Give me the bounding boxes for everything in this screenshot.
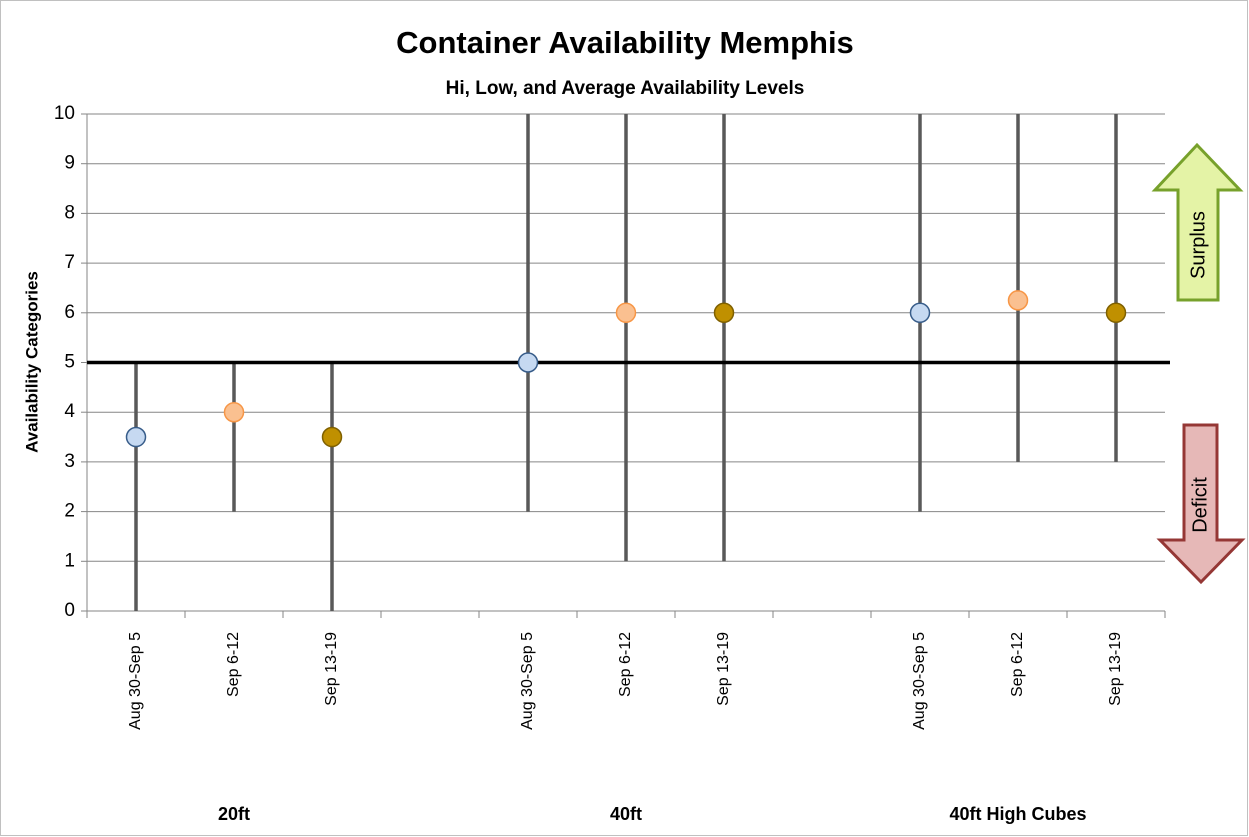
- x-tick-label: Aug 30-Sep 5: [127, 632, 144, 730]
- y-tick-label: 6: [64, 302, 75, 323]
- x-tick-label: Sep 13-19: [323, 632, 340, 706]
- average-marker: [615, 302, 637, 324]
- x-tick-label: Sep 13-19: [715, 632, 732, 706]
- y-tick-label: 8: [64, 202, 75, 223]
- y-tick-label: 7: [64, 252, 75, 273]
- average-marker: [909, 302, 931, 324]
- surplus-arrow: [1151, 142, 1244, 302]
- chart-title: Container Availability Memphis: [396, 25, 854, 60]
- deficit-arrow: [1156, 423, 1246, 585]
- surplus-label: Surplus: [1187, 211, 1209, 279]
- average-marker: [1105, 302, 1127, 324]
- deficit-label: Deficit: [1189, 477, 1211, 533]
- group-label: 40ft High Cubes: [949, 804, 1086, 824]
- x-tick-label: Sep 6-12: [225, 632, 242, 697]
- average-marker: [125, 426, 147, 448]
- average-marker: [223, 401, 245, 423]
- x-tick-label: Sep 13-19: [1107, 632, 1124, 706]
- y-tick-label: 9: [64, 153, 75, 174]
- x-tick-label: Sep 6-12: [617, 632, 634, 697]
- group-label: 40ft: [610, 804, 642, 824]
- y-tick-label: 0: [64, 600, 75, 621]
- chart-subtitle: Hi, Low, and Average Availability Levels: [446, 78, 805, 99]
- average-marker: [321, 426, 343, 448]
- x-tick-label: Sep 6-12: [1009, 632, 1026, 697]
- y-tick-label: 5: [64, 352, 75, 373]
- y-tick-label: 1: [64, 550, 75, 571]
- y-tick-label: 3: [64, 451, 75, 472]
- average-marker: [713, 302, 735, 324]
- y-tick-label: 10: [54, 103, 75, 124]
- group-label: 20ft: [218, 804, 250, 824]
- average-marker: [517, 352, 539, 373]
- x-tick-label: Aug 30-Sep 5: [911, 632, 928, 730]
- average-marker: [1007, 290, 1029, 311]
- y-tick-label: 4: [64, 401, 75, 422]
- x-tick-label: Aug 30-Sep 5: [519, 632, 536, 730]
- y-tick-label: 2: [64, 501, 75, 522]
- y-axis-label: Availability Categories: [22, 271, 41, 453]
